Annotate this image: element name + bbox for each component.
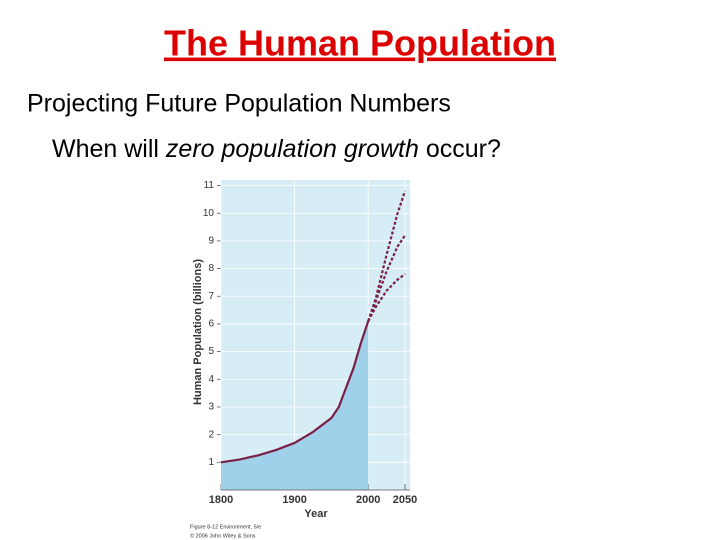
question-part: occur? xyxy=(419,135,501,163)
subtitle: Projecting Future Population Numbers xyxy=(27,90,451,118)
y-axis-label: Human Population (billions) xyxy=(192,259,204,405)
y-tick-label: 1 xyxy=(208,457,214,468)
x-tick-label: 2000 xyxy=(356,494,380,506)
y-tick-label: 10 xyxy=(203,208,215,219)
y-tick-label: 2 xyxy=(208,429,214,440)
y-tick-label: 3 xyxy=(208,402,214,413)
question-part: When will xyxy=(52,135,166,163)
line xyxy=(367,273,406,322)
x-tick-label: 2050 xyxy=(393,494,417,506)
y-tick-label: 8 xyxy=(208,263,214,274)
y-tick-label: 4 xyxy=(208,374,214,385)
question-part: zero population growth xyxy=(165,135,419,163)
x-tick-label: 1800 xyxy=(209,494,233,506)
slide-title: The Human Population xyxy=(164,23,556,64)
question: When will zero population growth occur? xyxy=(52,135,501,163)
y-tick-label: 5 xyxy=(208,346,214,357)
caption: Figure 8-12 Environment, 5/e xyxy=(190,524,261,530)
y-tick-label: 9 xyxy=(208,236,214,247)
x-axis-label: Year xyxy=(304,508,328,520)
y-tick-label: 7 xyxy=(208,291,214,302)
area xyxy=(221,321,369,490)
caption: © 2006 John Wiley & Sons xyxy=(190,532,256,539)
x-tick-label: 1900 xyxy=(282,494,306,506)
line xyxy=(220,320,370,464)
y-tick-label: 11 xyxy=(204,180,215,191)
y-tick-label: 6 xyxy=(208,319,214,330)
